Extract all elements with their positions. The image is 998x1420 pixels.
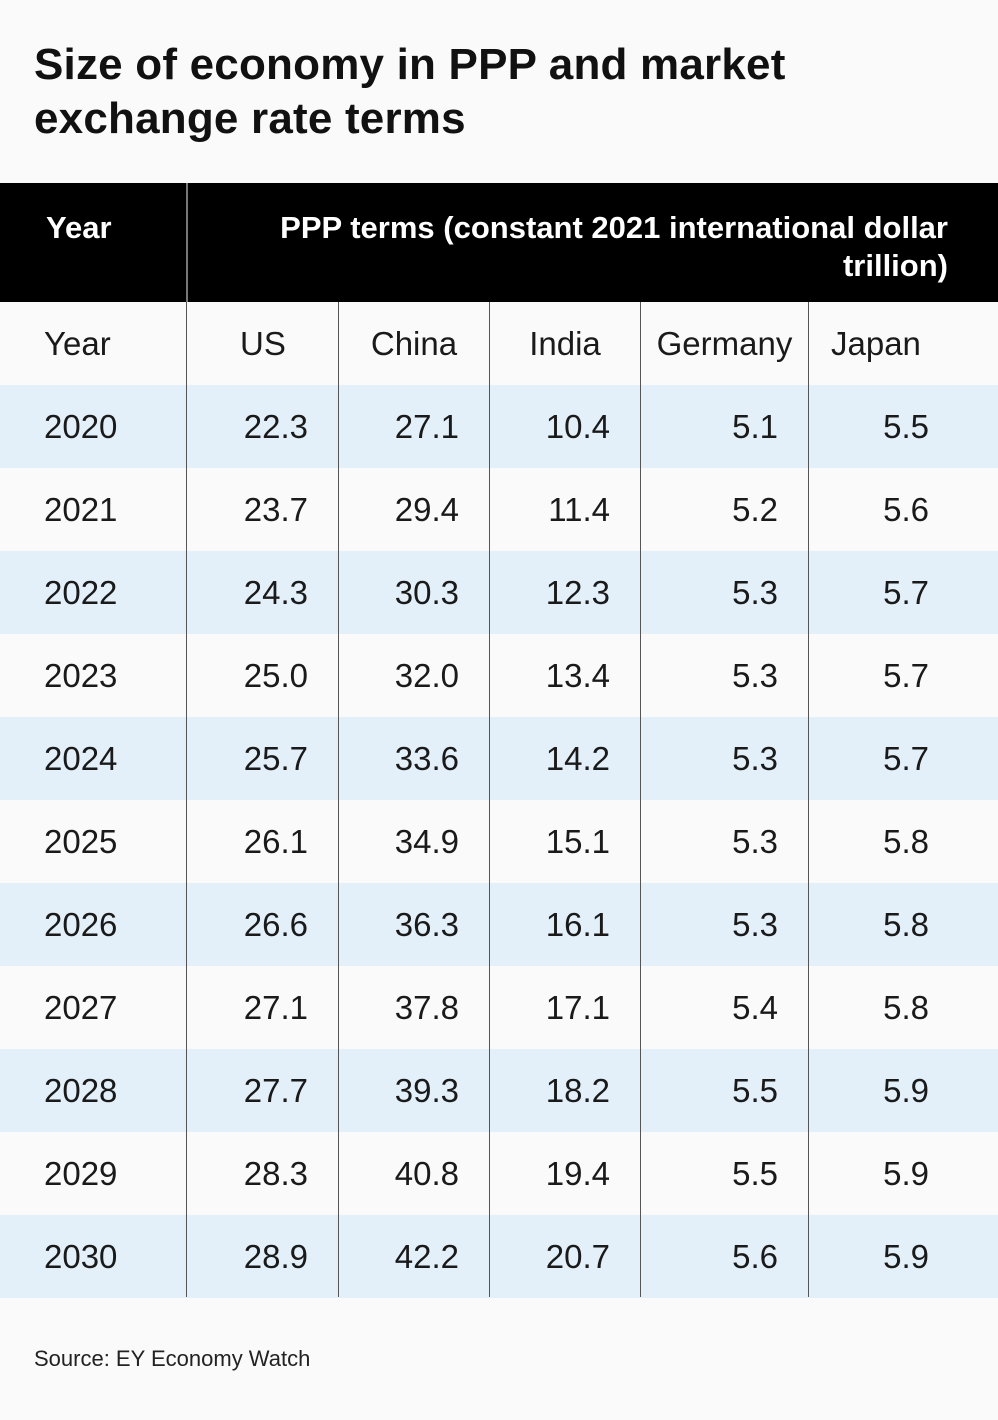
cell-japan: 5.7 bbox=[883, 657, 929, 694]
cell-us: 26.6 bbox=[243, 906, 308, 943]
column-header-year: Year bbox=[44, 325, 111, 362]
cell-japan: 5.7 bbox=[883, 574, 929, 611]
cell-china: 42.2 bbox=[394, 1238, 459, 1275]
header-divider bbox=[186, 183, 188, 302]
cell-india: 18.2 bbox=[545, 1072, 610, 1109]
cell-germany: 5.4 bbox=[732, 989, 778, 1026]
cell-germany: 5.2 bbox=[732, 491, 778, 528]
cell-japan: 5.9 bbox=[883, 1072, 929, 1109]
column-header-us: US bbox=[240, 325, 286, 362]
cell-india: 17.1 bbox=[545, 989, 610, 1026]
table-row: 2021 23.7 29.4 11.4 5.2 5.6 bbox=[0, 468, 998, 551]
column-header-row: Year US China India Germany Japan bbox=[0, 302, 998, 385]
cell-japan: 5.5 bbox=[883, 408, 929, 445]
column-divider bbox=[186, 302, 187, 1297]
cell-india: 19.4 bbox=[545, 1155, 610, 1192]
cell-year: 2029 bbox=[44, 1155, 118, 1192]
table-row: 2029 28.3 40.8 19.4 5.5 5.9 bbox=[0, 1132, 998, 1215]
cell-china: 40.8 bbox=[394, 1155, 459, 1192]
column-divider bbox=[808, 302, 809, 1297]
cell-india: 13.4 bbox=[545, 657, 610, 694]
cell-japan: 5.6 bbox=[883, 491, 929, 528]
cell-us: 27.1 bbox=[243, 989, 308, 1026]
table-row: 2025 26.1 34.9 15.1 5.3 5.8 bbox=[0, 800, 998, 883]
column-divider bbox=[489, 302, 490, 1297]
cell-year: 2028 bbox=[44, 1072, 118, 1109]
cell-china: 32.0 bbox=[394, 657, 459, 694]
column-header-india: India bbox=[529, 325, 601, 362]
column-divider bbox=[640, 302, 641, 1297]
cell-us: 26.1 bbox=[243, 823, 308, 860]
cell-us: 28.9 bbox=[243, 1238, 308, 1275]
cell-germany: 5.3 bbox=[732, 906, 778, 943]
cell-us: 28.3 bbox=[243, 1155, 308, 1192]
cell-year: 2023 bbox=[44, 657, 118, 694]
cell-china: 33.6 bbox=[394, 740, 459, 777]
table-row: 2027 27.1 37.8 17.1 5.4 5.8 bbox=[0, 966, 998, 1049]
cell-china: 29.4 bbox=[394, 491, 459, 528]
column-header-japan: Japan bbox=[831, 325, 921, 362]
table-row: 2022 24.3 30.3 12.3 5.3 5.7 bbox=[0, 551, 998, 634]
cell-germany: 5.3 bbox=[732, 740, 778, 777]
cell-us: 25.7 bbox=[243, 740, 308, 777]
cell-us: 23.7 bbox=[243, 491, 308, 528]
source-note: Source: EY Economy Watch bbox=[34, 1346, 311, 1371]
cell-germany: 5.6 bbox=[732, 1238, 778, 1275]
cell-germany: 5.3 bbox=[732, 823, 778, 860]
cell-india: 10.4 bbox=[545, 408, 610, 445]
cell-china: 39.3 bbox=[394, 1072, 459, 1109]
table-row: 2026 26.6 36.3 16.1 5.3 5.8 bbox=[0, 883, 998, 966]
header-ppp-label: PPP terms (constant 2021 international d… bbox=[280, 210, 948, 283]
cell-year: 2024 bbox=[44, 740, 118, 777]
table-row: 2030 28.9 42.2 20.7 5.6 5.9 bbox=[0, 1215, 998, 1298]
cell-japan: 5.8 bbox=[883, 823, 929, 860]
cell-japan: 5.7 bbox=[883, 740, 929, 777]
column-divider bbox=[338, 302, 339, 1297]
table-row: 2023 25.0 32.0 13.4 5.3 5.7 bbox=[0, 634, 998, 717]
cell-germany: 5.5 bbox=[732, 1155, 778, 1192]
cell-india: 20.7 bbox=[545, 1238, 610, 1275]
cell-year: 2025 bbox=[44, 823, 118, 860]
cell-year: 2020 bbox=[44, 408, 118, 445]
table-row: 2028 27.7 39.3 18.2 5.5 5.9 bbox=[0, 1049, 998, 1132]
cell-us: 24.3 bbox=[243, 574, 308, 611]
cell-japan: 5.8 bbox=[883, 906, 929, 943]
data-table: Year PPP terms (constant 2021 internatio… bbox=[0, 183, 998, 1298]
cell-india: 12.3 bbox=[545, 574, 610, 611]
cell-year: 2021 bbox=[44, 491, 118, 528]
header-year-label: Year bbox=[46, 210, 112, 245]
cell-us: 27.7 bbox=[243, 1072, 308, 1109]
cell-us: 22.3 bbox=[243, 408, 308, 445]
cell-india: 15.1 bbox=[545, 823, 610, 860]
cell-japan: 5.9 bbox=[883, 1238, 929, 1275]
cell-china: 34.9 bbox=[394, 823, 459, 860]
table-row: 2020 22.3 27.1 10.4 5.1 5.5 bbox=[0, 385, 998, 468]
cell-india: 16.1 bbox=[545, 906, 610, 943]
cell-japan: 5.8 bbox=[883, 989, 929, 1026]
cell-china: 30.3 bbox=[394, 574, 459, 611]
cell-china: 37.8 bbox=[394, 989, 459, 1026]
table-row: 2024 25.7 33.6 14.2 5.3 5.7 bbox=[0, 717, 998, 800]
cell-germany: 5.3 bbox=[732, 657, 778, 694]
cell-year: 2026 bbox=[44, 906, 118, 943]
table-header: Year PPP terms (constant 2021 internatio… bbox=[0, 183, 998, 302]
cell-japan: 5.9 bbox=[883, 1155, 929, 1192]
chart-title: Size of economy in PPP and market exchan… bbox=[34, 40, 786, 143]
cell-year: 2027 bbox=[44, 989, 118, 1026]
column-header-china: China bbox=[370, 325, 458, 362]
cell-india: 11.4 bbox=[548, 491, 610, 528]
cell-germany: 5.3 bbox=[732, 574, 778, 611]
table-body: 2020 22.3 27.1 10.4 5.1 5.5 2021 23.7 29.4 11.4 5.… bbox=[0, 385, 998, 1298]
cell-china: 27.1 bbox=[394, 408, 459, 445]
cell-india: 14.2 bbox=[545, 740, 610, 777]
cell-us: 25.0 bbox=[243, 657, 308, 694]
cell-germany: 5.5 bbox=[732, 1072, 778, 1109]
cell-year: 2030 bbox=[44, 1238, 118, 1275]
cell-germany: 5.1 bbox=[732, 408, 778, 445]
cell-china: 36.3 bbox=[394, 906, 459, 943]
cell-year: 2022 bbox=[44, 574, 118, 611]
column-header-germany: Germany bbox=[656, 325, 793, 362]
